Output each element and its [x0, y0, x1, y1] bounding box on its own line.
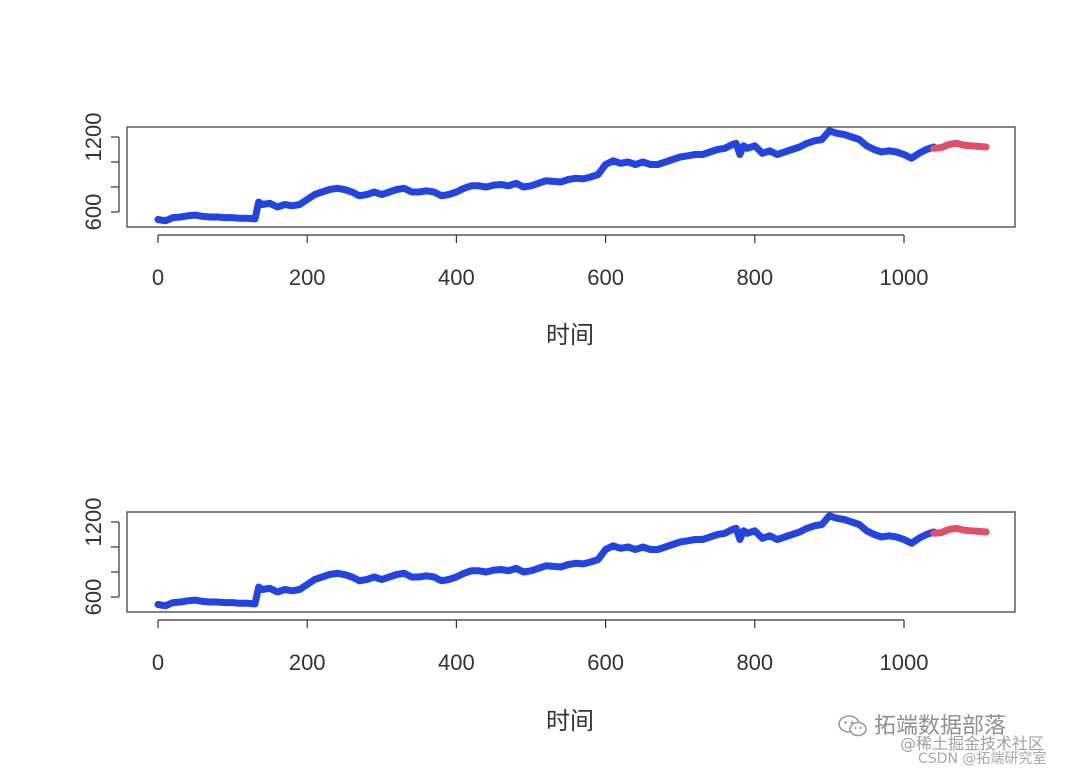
- chart-panel-2: 0 200 400 600 800 1000 600 1200 时间: [81, 498, 1016, 735]
- x-tick-label: 0: [152, 650, 164, 675]
- chart-panel-1: 0 200 400 600 800 1000 600 1200 时间: [81, 113, 1016, 349]
- x-tick-label: 200: [289, 650, 326, 675]
- plot-frame: [126, 126, 1016, 228]
- wechat-icon: [838, 715, 867, 737]
- x-tick-label: 400: [438, 265, 475, 290]
- x-tick-label: 1000: [880, 265, 929, 290]
- x-tick-label: 600: [587, 265, 624, 290]
- series-forecast-line: [930, 139, 990, 152]
- watermark-line3: CSDN @拓端研究室: [918, 751, 1047, 767]
- watermark-brand-text: 拓端数据部落: [874, 714, 1007, 739]
- y-tick-label: 600: [81, 194, 106, 231]
- x-tick-label: 0: [152, 265, 164, 290]
- x-tick-label: 600: [587, 650, 624, 675]
- series-observed-line: [154, 127, 938, 225]
- x-tick-label: 1000: [880, 650, 929, 675]
- x-tick-label: 800: [736, 265, 773, 290]
- watermark-line2: @稀土掘金技术社区: [900, 734, 1045, 753]
- y-tick-label: 1200: [81, 113, 106, 162]
- x-tick-label: 200: [289, 265, 326, 290]
- x-axis-title: 时间: [546, 707, 594, 735]
- series-observed-line: [154, 512, 938, 610]
- y-tick-label: 600: [81, 579, 106, 616]
- x-axis-title: 时间: [546, 321, 594, 349]
- watermark-brand: 拓端数据部落: [838, 708, 1058, 740]
- x-tick-label: 400: [438, 650, 475, 675]
- series-forecast-line: [930, 524, 990, 537]
- x-tick-label: 800: [736, 650, 773, 675]
- y-tick-label: 1200: [81, 498, 106, 547]
- plot-frame: [126, 511, 1016, 613]
